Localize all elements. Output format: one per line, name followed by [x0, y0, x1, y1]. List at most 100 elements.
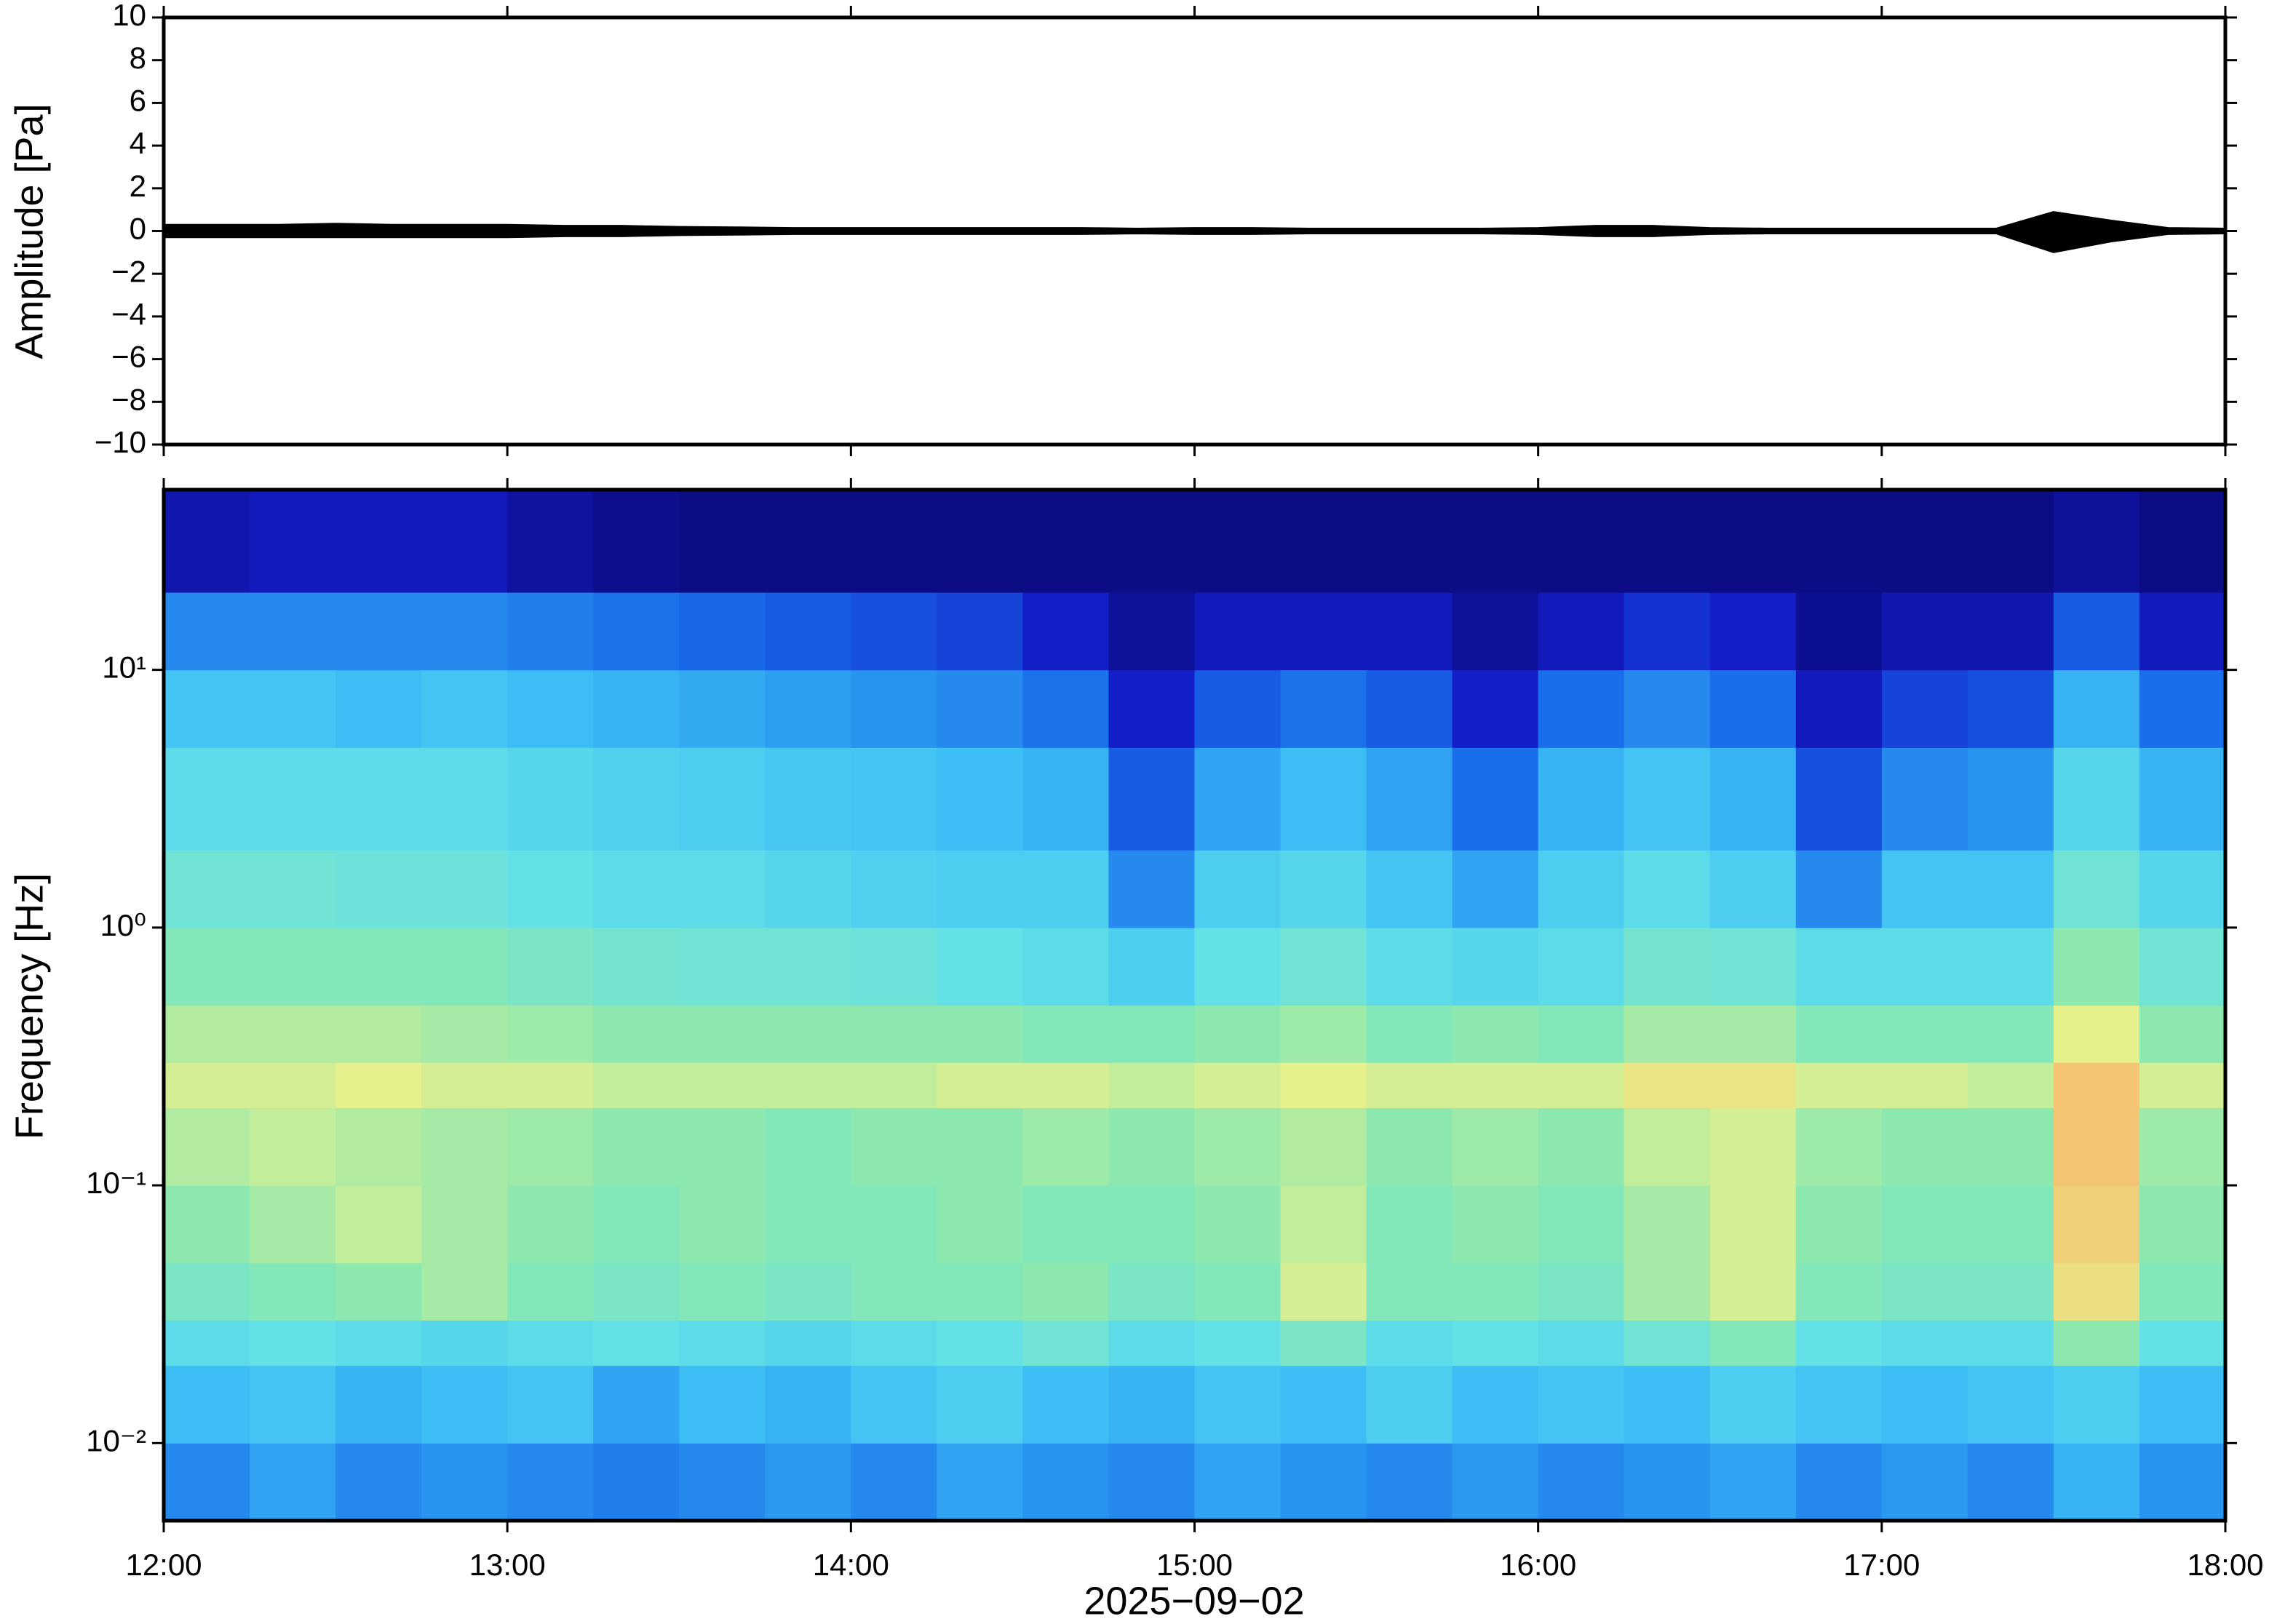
heatmap-cell: [1795, 1062, 1883, 1109]
x-tick-label: 13:00: [469, 1548, 546, 1582]
heatmap-cell: [2139, 1062, 2226, 1109]
heatmap-cell: [937, 1365, 1024, 1444]
heatmap-cell: [335, 747, 422, 851]
heatmap-cell: [2053, 1005, 2140, 1063]
heatmap-cell: [1452, 1443, 1539, 1521]
y-tick-label: −2: [111, 254, 146, 288]
heatmap-cell: [164, 1185, 250, 1264]
heatmap-cell: [1108, 1005, 1196, 1063]
heatmap-cell: [1108, 1365, 1196, 1444]
heatmap-cell: [164, 1320, 250, 1366]
heatmap-cell: [765, 1365, 851, 1444]
heatmap-cell: [679, 1320, 766, 1366]
x-tick-label: 12:00: [125, 1548, 202, 1582]
y-tick-label: 6: [130, 83, 146, 117]
x-tick-label: 15:00: [1156, 1548, 1233, 1582]
heatmap-cell: [421, 1320, 508, 1366]
heatmap-cell: [593, 1005, 680, 1063]
heatmap-cell: [765, 490, 851, 593]
heatmap-cell: [1022, 1320, 1110, 1366]
heatmap-cell: [593, 1320, 680, 1366]
heatmap-cell: [335, 927, 422, 1006]
heatmap-cell: [164, 850, 250, 928]
heatmap-cell: [164, 747, 250, 851]
heatmap-cell: [593, 1185, 680, 1264]
heatmap-cell: [1881, 927, 1968, 1006]
heatmap-cell: [1022, 927, 1110, 1006]
heatmap-cell: [1452, 1262, 1539, 1321]
heatmap-cell: [250, 1005, 336, 1063]
heatmap-cell: [1624, 592, 1711, 671]
heatmap-cell: [937, 1005, 1024, 1063]
heatmap-cell: [1022, 850, 1110, 928]
heatmap-cell: [1194, 927, 1281, 1006]
heatmap-cell: [1624, 490, 1711, 593]
heatmap-cell: [1795, 1262, 1883, 1321]
heatmap-cell: [164, 1365, 250, 1444]
heatmap-cell: [421, 1365, 508, 1444]
heatmap-cell: [851, 1107, 937, 1186]
heatmap-cell: [1366, 1365, 1453, 1444]
heatmap-cell: [1022, 1107, 1110, 1186]
heatmap-cell: [507, 669, 594, 748]
heatmap-cell: [937, 1262, 1024, 1321]
heatmap-cell: [2139, 1185, 2226, 1264]
heatmap-cell: [937, 1107, 1024, 1186]
heatmap-cell: [1022, 747, 1110, 851]
heatmap-cell: [679, 1185, 766, 1264]
heatmap-cell: [1795, 1185, 1883, 1264]
heatmap-cell: [1967, 592, 2054, 671]
heatmap-cell: [1108, 1443, 1196, 1521]
heatmap-cell: [1022, 1005, 1110, 1063]
y-tick-label: 4: [130, 126, 146, 160]
heatmap-cell: [2053, 1443, 2140, 1521]
heatmap-cell: [2053, 1365, 2140, 1444]
heatmap-cell: [937, 669, 1024, 748]
heatmap-cell: [1709, 669, 1797, 748]
heatmap-cell: [164, 669, 250, 748]
heatmap-cell: [1967, 1320, 2054, 1366]
heatmap-cell: [1108, 1320, 1196, 1366]
heatmap-cell: [1795, 1107, 1883, 1186]
heatmap-cell: [1709, 1262, 1797, 1321]
heatmap-cell: [1194, 850, 1281, 928]
heatmap-cell: [1280, 1365, 1367, 1444]
heatmap-cell: [507, 1262, 594, 1321]
heatmap-cell: [937, 592, 1024, 671]
heatmap-cell: [335, 850, 422, 928]
heatmap-cell: [1108, 592, 1196, 671]
heatmap-cell: [1452, 1005, 1539, 1063]
heatmap-cell: [1624, 1185, 1711, 1264]
heatmap-cell: [1795, 1005, 1883, 1063]
heatmap-cell: [1967, 850, 2054, 928]
heatmap-cell: [1452, 1107, 1539, 1186]
heatmap-cell: [1709, 1443, 1797, 1521]
heatmap-cell: [2139, 592, 2226, 671]
heatmap-cell: [250, 592, 336, 671]
plot-frame: [162, 487, 2228, 1523]
heatmap-cell: [1709, 1365, 1797, 1444]
heatmap-cell: [335, 1107, 422, 1186]
heatmap-cell: [851, 490, 937, 593]
heatmap-cell: [1108, 1262, 1196, 1321]
heatmap-cell: [937, 1062, 1024, 1109]
heatmap-cell: [1452, 669, 1539, 748]
heatmap-cell: [2053, 592, 2140, 671]
heatmap-cell: [507, 927, 594, 1006]
heatmap-cell: [1280, 1062, 1367, 1109]
heatmap-cell: [1022, 669, 1110, 748]
heatmap-cell: [851, 1185, 937, 1264]
heatmap-cell: [1967, 669, 2054, 748]
heatmap-cell: [1452, 490, 1539, 593]
heatmap-cell: [1795, 490, 1883, 593]
heatmap-cell: [1967, 747, 2054, 851]
heatmap-cell: [1624, 927, 1711, 1006]
y-tick-label: −6: [111, 340, 146, 374]
heatmap-cell: [250, 747, 336, 851]
heatmap-cell: [335, 1262, 422, 1321]
heatmap-cell: [1709, 1107, 1797, 1186]
heatmap-cell: [1108, 747, 1196, 851]
y-tick-label: 10⁻²: [86, 1423, 146, 1457]
heatmap-cell: [2053, 669, 2140, 748]
heatmap-cell: [679, 1365, 766, 1444]
